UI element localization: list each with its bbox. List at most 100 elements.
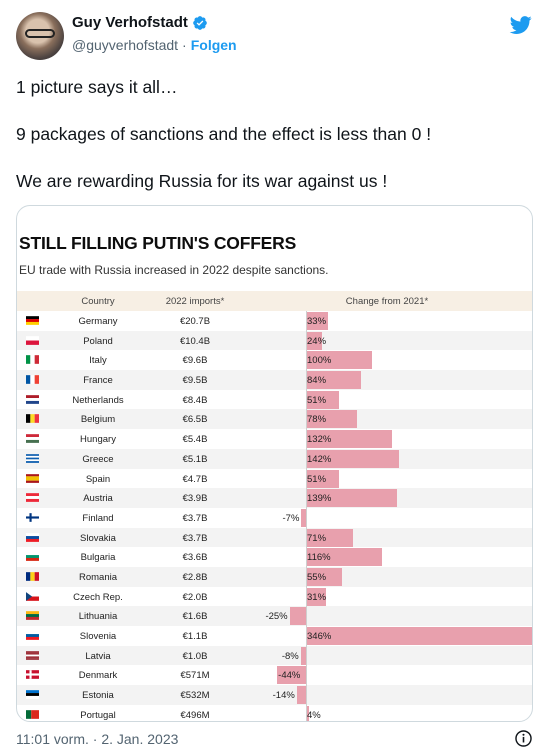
table-row: France €9.5B 84% <box>17 370 532 390</box>
country-name: Latvia <box>85 650 111 662</box>
change-label: 33% <box>307 316 327 327</box>
imports-value: €5.4B <box>182 434 208 446</box>
name-row: Guy Verhofstadt <box>72 14 208 31</box>
table-row: Italy €9.6B 100% <box>17 350 532 370</box>
portugal-flag <box>26 709 39 719</box>
imports-value: €3.6B <box>182 552 208 564</box>
table-row: Slovakia €3.7B 71% <box>17 527 532 548</box>
table-row: Austria €3.9B 139% <box>17 488 532 508</box>
table-row: Belgium €6.5B 78% <box>17 409 532 430</box>
tweet-header: Guy Verhofstadt @guyverhofstadt · Folgen <box>16 12 533 62</box>
display-name[interactable]: Guy Verhofstadt <box>72 14 188 31</box>
avatar[interactable] <box>16 12 64 60</box>
imports-value: €1.1B <box>182 631 208 642</box>
table-row: Denmark €571M -44% <box>17 665 532 685</box>
change-label: 4% <box>307 709 321 721</box>
country-name: Denmark <box>78 670 118 682</box>
imports-value: €20.7B <box>179 316 211 327</box>
imports-value: €4.7B <box>182 473 208 485</box>
change-label: -7% <box>282 512 300 524</box>
imports-value: €3.7B <box>182 512 208 524</box>
country-column-header: Country <box>81 296 115 307</box>
chart-table: Country 2022 imports* Change from 2021* … <box>17 291 532 721</box>
table-row: Bulgaria €3.6B 116% <box>17 547 532 567</box>
chart-rows: Germany €20.7B 33% Poland €10.4B 24% Italy €9.6… <box>17 311 532 721</box>
germany-flag <box>26 316 39 325</box>
change-label: 142% <box>307 453 332 465</box>
imports-value: €3.9B <box>182 493 208 505</box>
change-label: 78% <box>307 414 327 426</box>
imports-value: €532M <box>180 690 210 702</box>
table-row: Slovenia €1.1B 346% <box>17 626 532 646</box>
change-bar <box>289 607 306 626</box>
change-label: 132% <box>307 434 332 446</box>
change-label: -8% <box>281 650 299 662</box>
change-bar <box>301 508 306 527</box>
tweet-line: We are rewarding Russia for its war agai… <box>16 171 388 191</box>
imports-value: €571M <box>180 670 210 682</box>
info-icon[interactable] <box>514 729 533 748</box>
country-name: Austria <box>83 493 113 505</box>
change-bar <box>306 331 322 350</box>
estonia-flag <box>26 690 39 699</box>
country-name: Belgium <box>80 414 116 426</box>
table-row: Germany €20.7B 33% <box>17 311 532 331</box>
tweet-text: 1 picture says it all… 9 packages of san… <box>16 76 533 217</box>
imports-value: €2.8B <box>182 571 208 583</box>
table-row: Czech Rep. €2.0B 31% <box>17 587 532 607</box>
change-label: 116% <box>307 552 331 564</box>
handle[interactable]: @guyverhofstadt <box>72 37 179 53</box>
country-name: Lithuania <box>78 611 118 623</box>
country-name: Slovakia <box>80 532 116 544</box>
table-row: Finland €3.7B -7% <box>17 508 532 528</box>
handle-row: @guyverhofstadt · Folgen <box>72 37 237 53</box>
spain-flag <box>26 473 39 483</box>
chart-subtitle: EU trade with Russia increased in 2022 d… <box>19 263 329 277</box>
change-label: 55% <box>307 571 327 583</box>
country-name: Estonia <box>82 690 114 702</box>
change-bar <box>306 312 328 330</box>
change-label: 24% <box>307 335 327 347</box>
belgium-flag <box>26 414 39 424</box>
imports-value: €3.7B <box>182 532 208 544</box>
table-row: Estonia €532M -14% <box>17 685 532 705</box>
avatar-glasses <box>25 29 55 38</box>
table-row: Romania €2.8B 55% <box>17 566 532 587</box>
change-label: 71% <box>307 532 327 544</box>
verified-badge-icon <box>193 15 207 30</box>
italy-flag <box>26 355 39 365</box>
tweet-media-image[interactable]: STILL FILLING PUTIN'S COFFERS EU trade w… <box>16 205 533 722</box>
country-name: Greece <box>82 453 114 465</box>
slovenia-flag <box>26 631 39 640</box>
country-name: Czech Rep. <box>73 591 123 603</box>
hungary-flag <box>26 434 39 444</box>
imports-value: €8.4B <box>182 394 208 406</box>
france-flag <box>26 375 39 384</box>
change-bar <box>306 587 327 606</box>
change-bar <box>300 646 306 665</box>
change-bar <box>306 528 353 547</box>
tweet-timestamp[interactable]: 11:01 vorm. · 2. Jan. 2023 <box>16 731 179 747</box>
chart-header-row: Country 2022 imports* Change from 2021* <box>17 291 532 311</box>
change-bar <box>306 371 362 390</box>
change-bar <box>306 449 399 468</box>
lithuania-flag <box>26 611 39 621</box>
change-label: -25% <box>265 611 288 623</box>
twitter-bird-icon[interactable] <box>509 14 533 36</box>
country-name: Spain <box>85 473 111 485</box>
austria-flag <box>26 493 39 503</box>
imports-value: €5.1B <box>182 453 208 465</box>
tweet-line: 1 picture says it all… <box>16 77 178 97</box>
change-bar <box>306 627 532 645</box>
imports-value: €6.5B <box>182 414 208 426</box>
country-name: Slovenia <box>79 631 117 642</box>
change-bar <box>306 489 398 508</box>
chart-title: STILL FILLING PUTIN'S COFFERS <box>19 233 297 253</box>
latvia-flag <box>26 650 39 660</box>
imports-column-header: 2022 imports* <box>165 296 225 307</box>
country-name: Germany <box>78 316 118 327</box>
tweet-line: 9 packages of sanctions and the effect i… <box>16 124 432 144</box>
follow-button[interactable]: Folgen <box>190 37 237 53</box>
romania-flag <box>26 572 39 581</box>
table-row: Greece €5.1B 142% <box>17 448 532 469</box>
